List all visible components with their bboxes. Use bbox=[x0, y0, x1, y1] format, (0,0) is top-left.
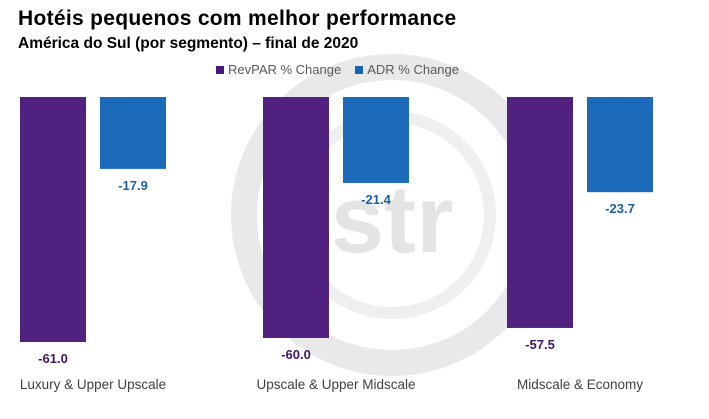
chart-title: Hotéis pequenos com melhor performance bbox=[18, 7, 457, 30]
category-label-0: Luxury & Upper Upscale bbox=[20, 377, 166, 392]
legend-swatch-revpar bbox=[216, 65, 224, 74]
bar-adr-2 bbox=[587, 97, 653, 193]
legend-swatch-adr bbox=[355, 65, 364, 74]
data-label-adr-1: -21.4 bbox=[361, 192, 391, 207]
data-label-revpar-1: -60.0 bbox=[281, 347, 311, 362]
legend-item-revpar: RevPAR % Change bbox=[216, 62, 341, 77]
legend-item-adr: ADR % Change bbox=[355, 62, 459, 77]
bar-adr-0 bbox=[100, 97, 166, 169]
category-label-2: Midscale & Economy bbox=[517, 377, 643, 392]
legend-label-revpar: RevPAR % Change bbox=[228, 62, 342, 77]
bar-revpar-1 bbox=[263, 97, 329, 338]
bar-revpar-0 bbox=[20, 97, 86, 342]
bar-adr-1 bbox=[343, 97, 409, 183]
data-label-revpar-0: -61.0 bbox=[38, 351, 68, 366]
bar-revpar-2 bbox=[507, 97, 573, 328]
chart-subtitle: América do Sul (por segmento) – final de… bbox=[18, 35, 359, 52]
data-label-adr-2: -23.7 bbox=[605, 201, 635, 216]
legend: RevPAR % Change ADR % Change bbox=[216, 62, 459, 77]
category-label-1: Upscale & Upper Midscale bbox=[256, 377, 415, 392]
data-label-adr-0: -17.9 bbox=[118, 178, 148, 193]
data-label-revpar-2: -57.5 bbox=[525, 337, 555, 352]
legend-label-adr: ADR % Change bbox=[367, 62, 459, 77]
